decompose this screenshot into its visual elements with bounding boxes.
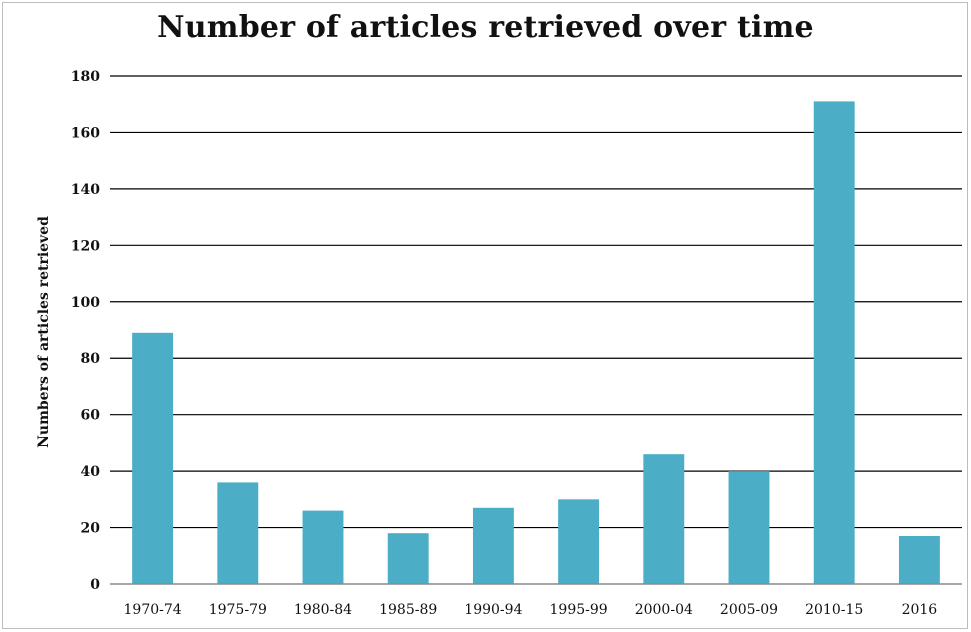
y-tick-label: 40 (81, 464, 101, 480)
bar-1975-79 (217, 482, 259, 584)
bar-1970-74 (132, 332, 174, 584)
bar-1980-84 (302, 510, 344, 584)
y-axis-title: Numbers of articles retrieved (36, 216, 52, 448)
x-tick-label: 2005-09 (720, 602, 778, 618)
y-tick-label: 160 (71, 125, 100, 141)
bar-2010-15 (813, 101, 855, 585)
x-tick-label: 1990-94 (464, 602, 522, 618)
x-tick-label: 2016 (902, 602, 938, 618)
x-tick-label: 2000-04 (635, 602, 693, 618)
bars (132, 101, 940, 585)
x-tick-label: 1975-79 (209, 602, 267, 618)
y-tick-label: 120 (71, 238, 100, 254)
x-tick-label: 1970-74 (124, 602, 182, 618)
y-tick-label: 20 (81, 521, 101, 537)
x-tick-label: 2010-15 (805, 602, 863, 618)
bar-1990-94 (472, 507, 514, 584)
y-tick-label: 140 (71, 182, 100, 198)
x-tick-label: 1980-84 (294, 602, 352, 618)
y-tick-labels: 0 20 40 60 80 100 120 140 160 180 (71, 69, 100, 593)
y-tick-label: 180 (71, 69, 100, 85)
y-tick-label: 80 (81, 351, 101, 367)
bar-2000-04 (643, 454, 685, 584)
chart-title: Number of articles retrieved over time (157, 10, 814, 45)
x-tick-label: 1985-89 (379, 602, 437, 618)
bar-1985-89 (387, 533, 429, 584)
y-tick-label: 0 (90, 577, 100, 593)
bar-1995-99 (558, 499, 600, 584)
bar-2016 (898, 536, 940, 584)
y-tick-label: 100 (71, 295, 100, 311)
x-tick-label: 1995-99 (550, 602, 608, 618)
bar-2005-09 (728, 471, 770, 584)
y-tick-label: 60 (81, 408, 101, 424)
x-tick-labels: 1970-74 1975-79 1980-84 1985-89 1990-94 1995-… (124, 602, 938, 618)
